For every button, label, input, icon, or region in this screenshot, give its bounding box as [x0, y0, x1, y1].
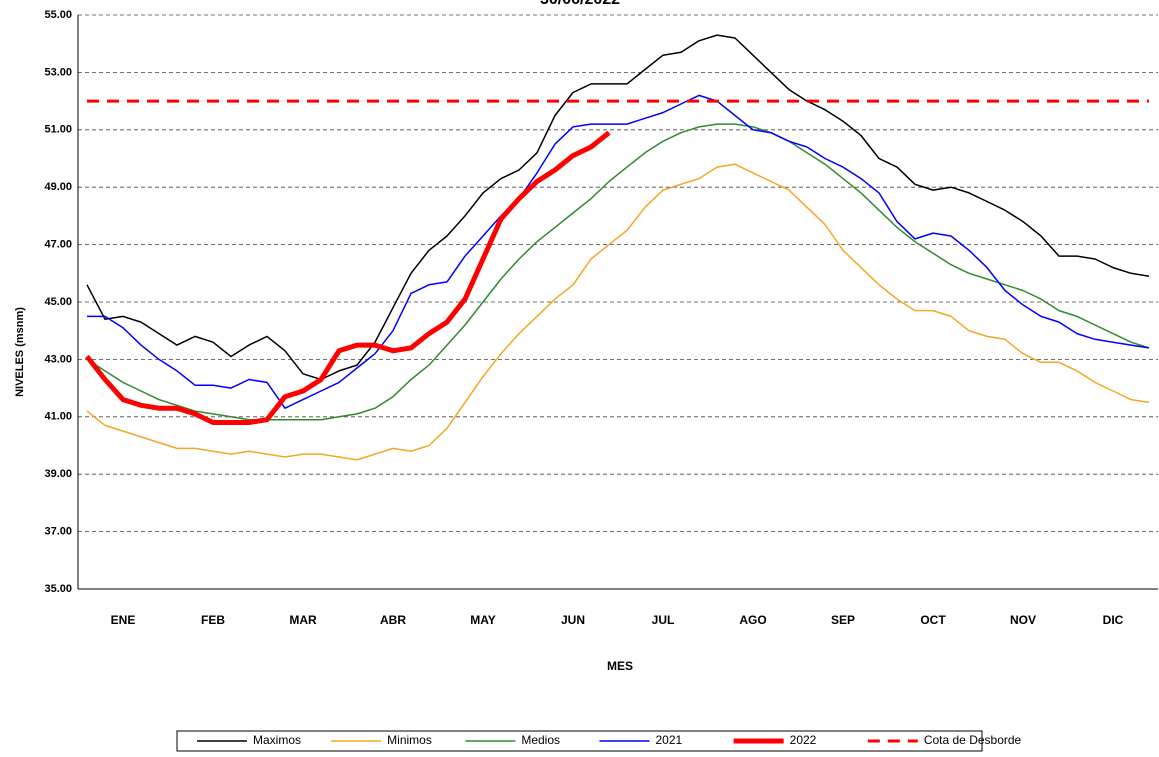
- y-axis-label: NIVELES (msnm): [14, 307, 26, 397]
- x-tick-label: MAR: [289, 613, 317, 627]
- y-tick-label: 41.00: [44, 411, 72, 423]
- x-tick-label: JUL: [652, 613, 675, 627]
- x-tick-label: MAY: [470, 613, 496, 627]
- series-line: [87, 94, 1150, 409]
- x-tick-label: ABR: [380, 613, 406, 627]
- y-tick-label: 43.00: [44, 353, 72, 365]
- legend-label: 2022: [790, 733, 817, 747]
- y-tick-label: 45.00: [44, 296, 72, 308]
- y-tick-label: 51.00: [44, 124, 72, 136]
- chart-title: 30/06/2022: [540, 0, 620, 8]
- x-tick-label: NOV: [1010, 613, 1036, 627]
- legend-label: Cota de Desborde: [924, 733, 1022, 747]
- x-tick-label: SEP: [831, 613, 855, 627]
- y-tick-label: 55.00: [44, 9, 72, 21]
- x-tick-label: AGO: [739, 613, 766, 627]
- x-tick-label: ENE: [111, 613, 136, 627]
- legend-label: 2021: [656, 733, 683, 747]
- x-axis-label: MES: [607, 659, 633, 673]
- legend-label: Minimos: [387, 733, 432, 747]
- series-line: [85, 130, 611, 425]
- series-line: [86, 163, 1150, 461]
- legend-label: Maximos: [253, 733, 301, 747]
- y-tick-label: 39.00: [44, 468, 72, 480]
- x-tick-label: FEB: [201, 613, 225, 627]
- x-tick-label: OCT: [920, 613, 946, 627]
- y-tick-label: 53.00: [44, 66, 72, 78]
- y-tick-label: 47.00: [44, 239, 72, 251]
- x-tick-label: JUN: [561, 613, 585, 627]
- y-tick-label: 35.00: [44, 583, 72, 595]
- legend-box: [176, 730, 983, 752]
- legend-label: Medios: [521, 733, 560, 747]
- series-line: [86, 34, 1150, 381]
- y-tick-label: 37.00: [44, 526, 72, 538]
- x-tick-label: DIC: [1103, 613, 1124, 627]
- y-tick-label: 49.00: [44, 181, 72, 193]
